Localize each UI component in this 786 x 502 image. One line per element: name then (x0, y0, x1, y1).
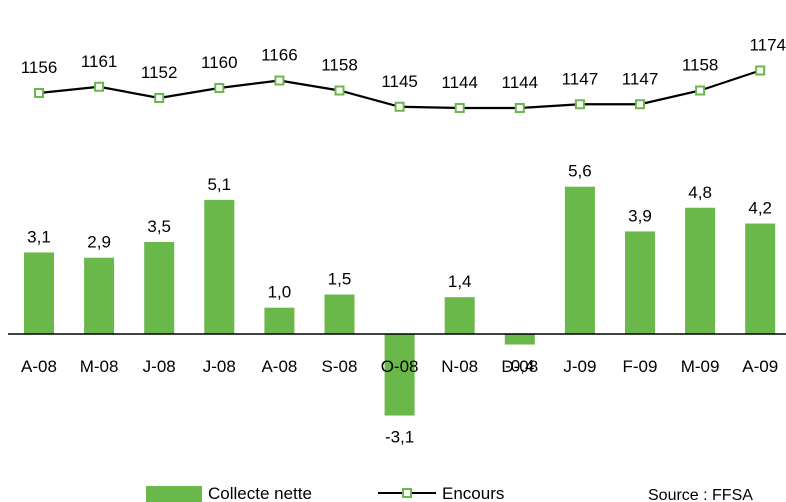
encours-marker-8 (454, 103, 465, 113)
encours-marker-6 (334, 85, 345, 96)
bar-value-label-8: 1,4 (448, 272, 472, 291)
encours-value-label-2: 1161 (81, 52, 118, 71)
encours-line-layer: 1156 1161 1152 1160 1166 1158 1145 1144 1144 1147… (21, 36, 786, 113)
encours-value-label-1: 1156 (21, 58, 58, 77)
bar-3 (144, 241, 175, 334)
x-tick-label-3: J-08 (143, 357, 176, 376)
x-tick-label-7: O-08 (381, 357, 419, 376)
bar-1 (24, 252, 54, 334)
encours-marker-12 (695, 85, 706, 96)
x-tick-label-10: J-09 (563, 357, 596, 376)
x-tick-label-13: A-09 (742, 357, 778, 376)
bar-9 (504, 334, 535, 345)
legend-marker-encours (402, 488, 412, 498)
bar-5 (264, 307, 295, 334)
encours-marker-9 (514, 103, 525, 113)
encours-value-label-11: 1147 (622, 69, 659, 88)
encours-value-label-12: 1158 (682, 56, 719, 75)
bar-8 (444, 297, 475, 334)
legend-swatch-collecte-nette (146, 486, 202, 502)
bar-13 (745, 223, 776, 334)
x-tick-label-2: M-08 (80, 357, 119, 376)
bar-2 (84, 257, 115, 334)
encours-value-label-4: 1160 (201, 53, 238, 72)
x-tick-label-8: N-08 (441, 357, 478, 376)
x-tick-label-9: D-08 (501, 357, 538, 376)
encours-value-label-13: 1174 (749, 36, 786, 55)
x-tick-label-1: A-08 (21, 357, 57, 376)
source-note: Source : FFSA (648, 487, 753, 502)
x-tick-label-4: J-08 (203, 357, 236, 376)
encours-value-label-5: 1166 (261, 46, 298, 65)
legend: Collecte nette Encours (146, 484, 504, 502)
encours-value-label-3: 1152 (141, 63, 178, 82)
x-tick-label-11: F-09 (623, 357, 658, 376)
encours-value-label-7: 1145 (381, 72, 418, 91)
x-tick-label-5: A-08 (261, 357, 297, 376)
bar-7 (384, 334, 415, 416)
bar-value-label-5: 1,0 (268, 283, 292, 302)
bar-4 (204, 199, 235, 334)
x-axis-ticks: A-08 M-08 J-08 J-08 A-08 S-08 O-08 N-08 D-08 J-09… (21, 357, 778, 376)
encours-marker-7 (394, 101, 405, 112)
encours-marker-1 (34, 88, 44, 98)
encours-marker-10 (574, 99, 585, 110)
x-tick-label-12: M-09 (681, 357, 720, 376)
encours-value-label-10: 1147 (562, 69, 599, 88)
legend-label-encours: Encours (442, 484, 504, 502)
bar-value-label-6: 1,5 (328, 270, 352, 289)
bar-11 (625, 231, 655, 334)
bar-value-label-7: -3,1 (385, 428, 414, 447)
encours-value-label-6: 1158 (321, 56, 358, 75)
bar-value-label-3: 3,5 (147, 217, 171, 236)
bar-value-label-12: 4,8 (688, 183, 712, 202)
encours-marker-2 (94, 81, 105, 92)
encours-marker-13 (755, 65, 766, 76)
bar-value-label-4: 5,1 (207, 175, 231, 194)
encours-value-label-9: 1144 (502, 73, 539, 92)
bar-10 (564, 186, 595, 334)
bar-12 (685, 207, 716, 334)
bars-layer: 3,1 2,9 3,5 5,1 1,0 1,5 -3,1 1,4 -0,4 5,6 3,9 4,8 4,… (24, 162, 776, 447)
bar-value-label-13: 4,2 (748, 199, 772, 218)
bar-value-label-1: 3,1 (27, 227, 51, 246)
encours-marker-4 (214, 83, 225, 93)
encours-marker-11 (635, 99, 645, 110)
encours-marker-5 (274, 75, 285, 86)
x-tick-label-6: S-08 (322, 357, 358, 376)
bar-value-label-11: 3,9 (628, 206, 652, 225)
bar-value-label-2: 2,9 (87, 233, 111, 252)
bar-value-label-10: 5,6 (568, 162, 592, 181)
bar-value-label-9: -0,4 (505, 357, 534, 376)
legend-label-collecte-nette: Collecte nette (208, 484, 312, 502)
bar-6 (324, 294, 355, 334)
encours-value-label-8: 1144 (441, 73, 478, 92)
encours-marker-3 (154, 93, 165, 103)
